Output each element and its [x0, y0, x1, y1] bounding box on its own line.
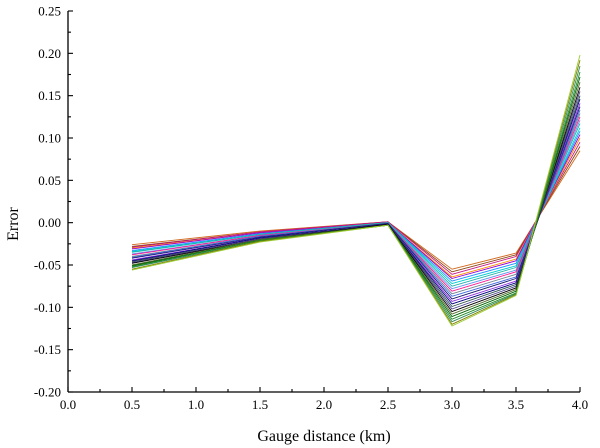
labels-layer: Gauge distance (km) Error [5, 206, 391, 445]
x-tick-label: 3.5 [508, 397, 524, 412]
x-tick-label: 4.0 [572, 397, 588, 412]
x-tick-label: 0.5 [124, 397, 140, 412]
y-tick-label: 0.00 [38, 215, 61, 230]
x-tick-label: 1.5 [252, 397, 268, 412]
x-tick-label: 0.0 [60, 397, 76, 412]
series-layer [131, 54, 581, 327]
series-line-24 [131, 54, 581, 327]
y-tick-label: -0.05 [34, 258, 61, 273]
series-line-13 [131, 106, 581, 300]
y-tick-label: -0.10 [34, 300, 61, 315]
axes-layer: 0.0 0.5 1.0 1.5 2.0 2.5 3.0 3.5 4.0 -0.20 -0.15 -0.… [34, 4, 588, 413]
x-tick-label: 2.5 [380, 397, 396, 412]
series-line-10 [131, 116, 581, 292]
y-axis-title: Error [5, 206, 22, 240]
x-tick-label: 3.0 [444, 397, 460, 412]
series-line-6 [131, 131, 581, 282]
series-line-3 [131, 141, 581, 275]
x-tick-label: 1.0 [188, 397, 204, 412]
y-tick-label: 0.15 [38, 88, 61, 103]
y-tick-label: -0.20 [34, 385, 61, 400]
y-tick-label: 0.20 [38, 46, 61, 61]
y-tick-label: 0.25 [38, 4, 61, 19]
x-tick-label: 2.0 [316, 397, 332, 412]
y-tick-label: -0.15 [34, 342, 61, 357]
y-tick-label: 0.05 [38, 173, 61, 188]
y-tick-label: 0.10 [38, 131, 61, 146]
series-line-8 [131, 123, 581, 287]
series-line-5 [131, 134, 581, 279]
x-axis-title: Gauge distance (km) [257, 428, 390, 445]
